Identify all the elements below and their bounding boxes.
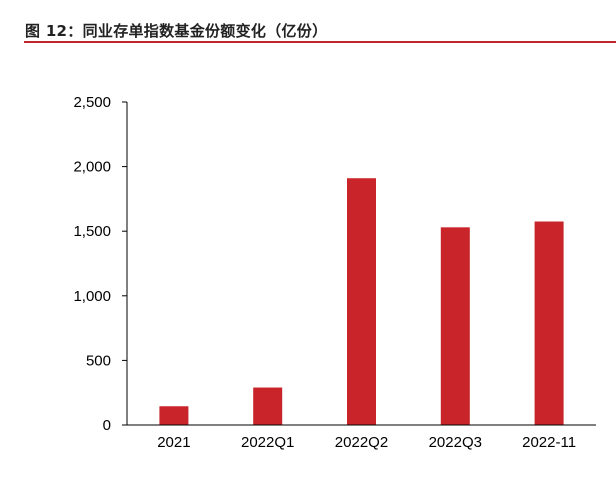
figure-title: 图 12：同业存单指数基金份额变化（亿份）: [25, 22, 328, 40]
bar-2022Q1: [253, 387, 283, 425]
y-axis: 0 500 1,000 1,500 2,000 2,500: [73, 94, 128, 434]
bar-2022Q2: [347, 178, 376, 425]
y-tick-label: 2,000: [73, 159, 111, 176]
bar-2022-11: [534, 221, 564, 425]
x-axis: 2021 2022Q1 2022Q2 2022Q3 2022-11: [127, 424, 596, 451]
figure-header: 图 12：同业存单指数基金份额变化（亿份）: [0, 0, 616, 44]
x-tick-label: 2022-11: [522, 434, 576, 451]
y-tick-label: 1,500: [73, 223, 111, 240]
title-underline: [24, 41, 616, 43]
bar-2021: [159, 406, 189, 425]
y-tick-label: 0: [103, 417, 111, 434]
y-tick-label: 500: [86, 352, 111, 369]
bar-2022Q3: [440, 227, 470, 425]
bars-group: [159, 178, 564, 425]
y-tick-label: 2,500: [73, 94, 111, 111]
x-tick-label: 2022Q1: [241, 434, 294, 451]
y-tick-label: 1,000: [73, 288, 111, 305]
x-tick-label: 2022Q3: [429, 434, 482, 451]
x-tick-label: 2022Q2: [335, 434, 388, 451]
x-tick-label: 2021: [157, 434, 190, 451]
